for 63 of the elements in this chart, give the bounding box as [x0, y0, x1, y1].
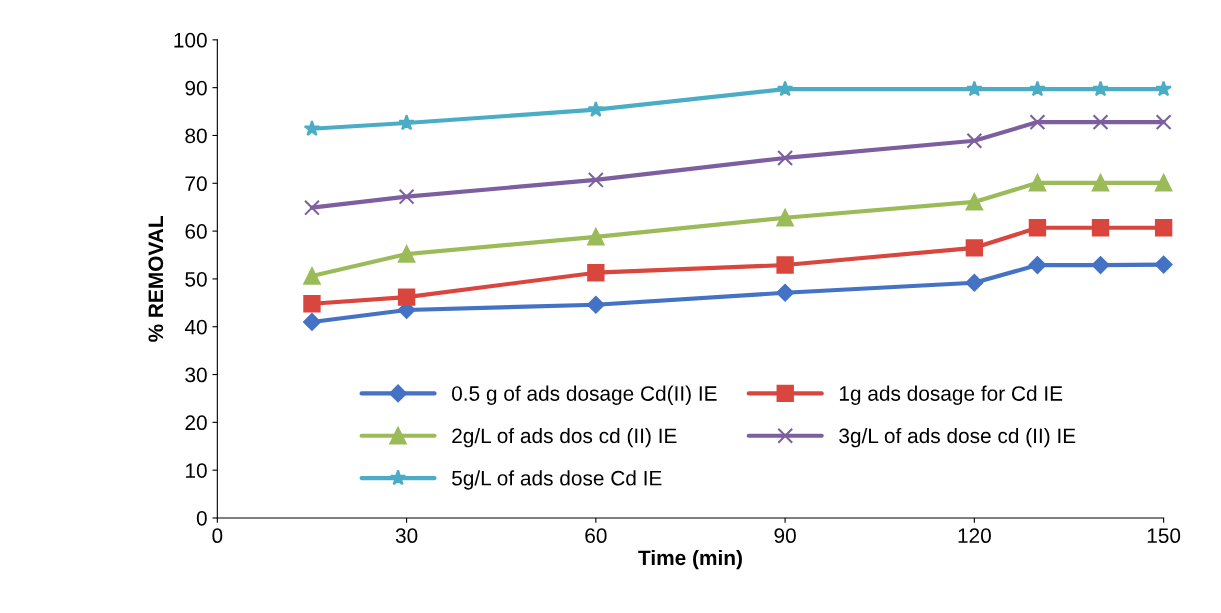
y-tick-label: 10 [186, 463, 207, 478]
point [303, 295, 321, 313]
x-tick-label: 150 [1147, 528, 1181, 544]
point [1091, 256, 1110, 274]
point [1028, 219, 1047, 237]
point [776, 209, 794, 227]
point [303, 267, 321, 285]
point [965, 193, 984, 211]
point [1029, 114, 1046, 131]
y-tick-label: 100 [174, 32, 207, 48]
point [1091, 174, 1110, 192]
x-tick-label: 90 [774, 528, 796, 544]
point [303, 313, 321, 331]
y-tick-label: 40 [184, 319, 207, 335]
point [587, 171, 604, 188]
point [587, 100, 605, 117]
x-tick-label: 0 [212, 528, 223, 544]
x-tick-label: 60 [585, 528, 607, 544]
point [397, 288, 416, 306]
point [398, 114, 415, 131]
point [965, 273, 984, 292]
point [776, 80, 794, 97]
y-tick-label: 70 [185, 176, 207, 192]
point [966, 80, 983, 97]
x-tick-label: 120 [958, 528, 991, 544]
legend-label: 2g/L of ads dos cd (II) IE [452, 427, 677, 448]
point [1092, 114, 1109, 131]
point [1028, 174, 1047, 192]
point [777, 149, 794, 166]
point [966, 132, 983, 149]
point [1029, 80, 1046, 97]
point [1155, 114, 1172, 131]
point [1154, 174, 1173, 192]
point [776, 283, 794, 302]
point [1154, 219, 1173, 237]
y-axis-title: % REMOVAL [148, 216, 164, 342]
x-tick-label: 30 [395, 528, 418, 544]
y-tick-label: 80 [185, 128, 207, 144]
point [1091, 219, 1110, 237]
legend-label: 3g/L of ads dose cd (II) IE [839, 427, 1076, 448]
point [587, 228, 605, 246]
y-tick-label: 0 [196, 510, 207, 526]
legend-label: 0.5 g of ads dosage Cd(II) IE [452, 385, 717, 405]
point [1028, 256, 1047, 274]
y-tick-label: 60 [185, 224, 207, 239]
y-tick-label: 90 [185, 80, 207, 96]
point [303, 120, 321, 136]
legend-label: 1g ads dosage for Cd IE [839, 385, 1063, 405]
y-tick-label: 20 [185, 415, 207, 431]
point [776, 256, 794, 274]
y-tick-label: 30 [185, 367, 207, 383]
legend-label: 5g/L of ads dose Cd IE [452, 470, 662, 490]
point [398, 188, 415, 205]
point [303, 199, 320, 216]
point [965, 239, 984, 257]
point [587, 264, 605, 282]
x-axis-title: Time (min) [638, 549, 742, 570]
point [1155, 80, 1172, 97]
y-tick-label: 50 [185, 271, 207, 287]
point [397, 245, 416, 263]
point [1092, 80, 1109, 97]
point [1154, 255, 1173, 274]
point [586, 295, 605, 314]
